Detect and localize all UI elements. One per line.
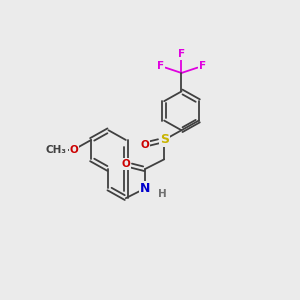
- Text: S: S: [160, 134, 169, 146]
- Text: F: F: [199, 61, 206, 71]
- Text: O: O: [141, 140, 149, 150]
- Text: F: F: [157, 61, 164, 71]
- Text: F: F: [178, 50, 185, 59]
- Text: N: N: [140, 182, 150, 195]
- Text: O: O: [122, 159, 130, 169]
- Text: O: O: [69, 145, 78, 155]
- Text: CH₃: CH₃: [46, 145, 67, 155]
- Text: H: H: [158, 188, 167, 199]
